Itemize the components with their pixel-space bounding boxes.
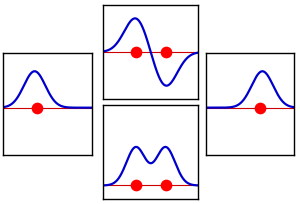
Point [35, 106, 40, 109]
Point [163, 184, 168, 187]
Point [134, 184, 138, 187]
Point [163, 50, 168, 54]
Point [134, 50, 138, 54]
Point [257, 106, 262, 109]
